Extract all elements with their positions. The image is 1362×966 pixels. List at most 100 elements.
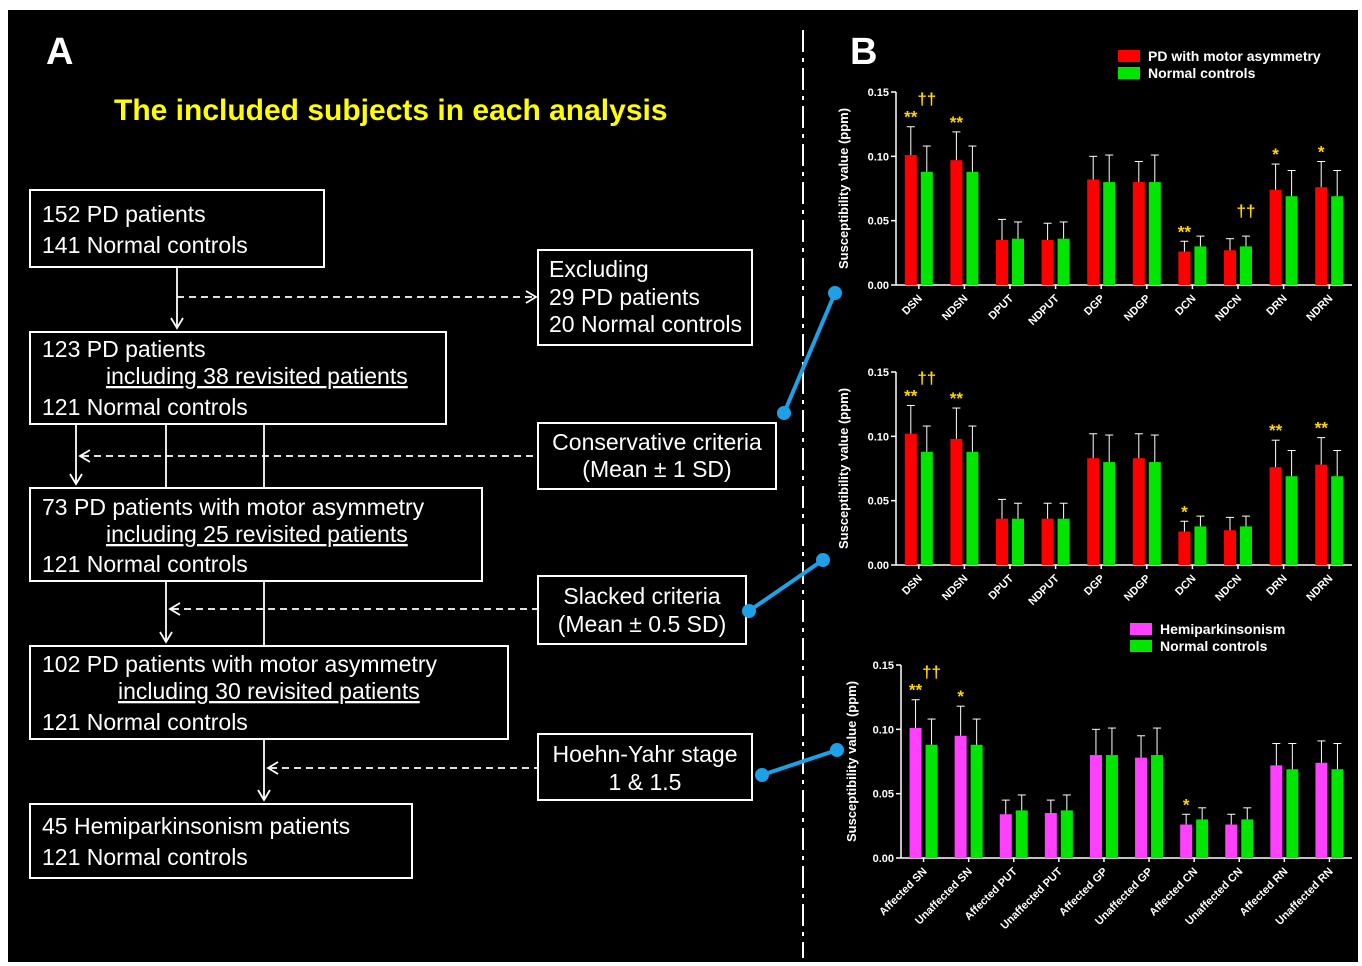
significance-mark: **	[904, 386, 918, 405]
bar	[904, 433, 917, 565]
significance-mark: **	[950, 113, 964, 132]
y-tick-label: 0.00	[868, 560, 889, 572]
side-box-frame	[537, 249, 753, 346]
flow-box-5: 45 Hemiparkinsonism patients 121 Normal …	[29, 803, 413, 879]
side-box-slacked: Slacked criteria (Mean ± 0.5 SD)	[537, 575, 747, 645]
legend-label: Normal controls	[1148, 65, 1256, 81]
side-box-line: (Mean ± 1 SD)	[582, 456, 731, 482]
bar	[1224, 250, 1236, 285]
bar	[1087, 458, 1100, 565]
y-tick-label: 0.15	[868, 87, 889, 99]
significance-mark: ††	[1237, 202, 1256, 221]
bar	[925, 744, 938, 858]
significance-mark: **	[904, 108, 918, 127]
significance-mark: *	[1181, 502, 1188, 521]
legend-swatch	[1118, 67, 1140, 79]
bar	[1240, 526, 1252, 565]
bar	[1194, 246, 1207, 285]
bar	[1269, 189, 1282, 285]
bar	[1285, 196, 1298, 285]
side-box-hoehn-yahr: Hoehn-Yahr stage 1 & 1.5	[537, 733, 753, 801]
y-tick-label: 0.05	[868, 496, 889, 508]
flow-box-frame	[29, 803, 413, 879]
flow-box-line: 121 Normal controls	[42, 394, 248, 420]
bar	[996, 239, 1008, 285]
bar	[1012, 518, 1024, 565]
flow-box-line: 121 Normal controls	[42, 844, 248, 870]
flow-box-line: 121 Normal controls	[42, 709, 248, 735]
bar	[1044, 812, 1057, 858]
bar	[909, 728, 922, 858]
x-tick-label: DRN	[1264, 573, 1289, 598]
y-tick-label: 0.15	[868, 367, 889, 379]
significance-mark: **	[1269, 421, 1283, 440]
side-box-line: Hoehn-Yahr stage	[553, 741, 738, 767]
bar	[1331, 196, 1344, 285]
y-tick-label: 0.10	[868, 431, 889, 443]
flow-connectors	[69, 267, 538, 802]
bar	[1285, 476, 1298, 565]
x-tick-label: NDSN	[940, 293, 971, 324]
charts: 0.00 0.05 0.10 0.15 Susceptibility value (pp…	[836, 48, 1352, 932]
bar	[1041, 518, 1054, 565]
y-tick-label: 0.00	[868, 280, 889, 292]
y-tick-label: 0.05	[868, 216, 889, 228]
bar	[1286, 769, 1299, 858]
flow-box-sub: including 38 revisited patients	[106, 363, 408, 389]
flow-box-frame	[29, 331, 447, 425]
side-box-conservative: Conservative criteria (Mean ± 1 SD)	[537, 422, 777, 490]
bar	[1178, 251, 1191, 285]
bar	[1057, 518, 1070, 565]
x-tick-label: NDPUT	[1026, 292, 1061, 327]
y-tick-label: 0.10	[873, 724, 894, 736]
link-dot	[830, 743, 844, 757]
bar	[1087, 179, 1100, 285]
side-box-line: Excluding	[549, 256, 649, 282]
side-box-line: 1 & 1.5	[609, 769, 682, 795]
figure-canvas: A The included subjects in each analysis…	[29, 30, 1352, 958]
bar	[1331, 476, 1344, 565]
bar	[1103, 182, 1116, 285]
bar	[1135, 757, 1148, 858]
significance-mark: ††	[917, 368, 936, 387]
significance-mark: **	[909, 681, 923, 700]
significance-mark: *	[1183, 795, 1190, 814]
flow-box-3: 73 PD patients with motor asymmetry incl…	[29, 487, 483, 582]
x-tick-label: DGP	[1082, 293, 1107, 318]
bar	[996, 518, 1008, 565]
panel-a-letter: A	[46, 31, 73, 73]
chart-3: 0.00 0.05 0.10 0.15 Susceptibility value (pp…	[844, 621, 1352, 932]
x-tick-label: NDSN	[940, 573, 971, 604]
bar	[1241, 819, 1254, 858]
bar	[1224, 530, 1236, 565]
link-dot	[742, 604, 756, 618]
bar	[1148, 462, 1161, 565]
flow-box-line: 123 PD patients	[42, 336, 206, 362]
x-tick-label: DCN	[1173, 293, 1198, 318]
bar	[1180, 824, 1193, 858]
bar	[1331, 769, 1344, 858]
bar	[1089, 755, 1102, 858]
arrowhead	[69, 473, 83, 486]
bar	[1103, 462, 1116, 565]
flow-box-line: 102 PD patients with motor asymmetry	[42, 651, 437, 677]
bar	[1240, 246, 1252, 285]
legend-swatch	[1118, 50, 1140, 62]
significance-mark: ††	[922, 663, 941, 682]
x-tick-label: DGP	[1082, 573, 1107, 598]
y-axis-label: Susceptibility value (ppm)	[836, 388, 851, 549]
bar	[1132, 182, 1145, 285]
arrowhead	[168, 602, 181, 616]
x-tick-label: NDPUT	[1026, 572, 1061, 607]
flow-box-sub: including 25 revisited patients	[106, 521, 408, 547]
flow-box-frame	[29, 487, 483, 582]
x-tick-label: DCN	[1173, 573, 1198, 598]
link-dot	[777, 406, 791, 420]
significance-mark: ††	[917, 90, 936, 109]
side-box-frame	[537, 733, 753, 801]
chart-1: 0.00 0.05 0.10 0.15 Susceptibility value (pp…	[836, 48, 1352, 328]
criteria-links	[742, 286, 844, 782]
side-box-line: Slacked criteria	[563, 583, 720, 609]
y-axis-label: Susceptibility value (ppm)	[836, 108, 851, 269]
bar	[1315, 464, 1328, 565]
